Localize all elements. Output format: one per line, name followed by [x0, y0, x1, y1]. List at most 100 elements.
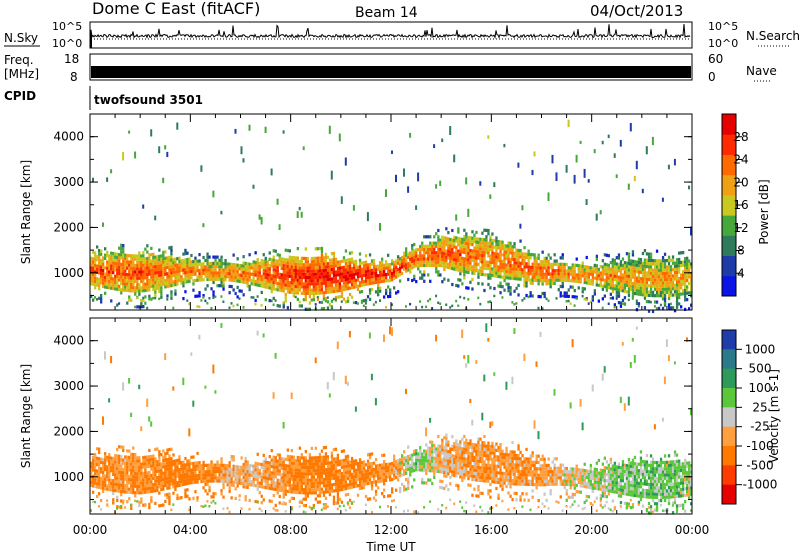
heatmap-cell — [358, 271, 362, 275]
heatmap-cell — [188, 260, 191, 264]
heatmap-cell — [188, 465, 191, 469]
heatmap-cell — [298, 285, 301, 289]
heatmap-cell — [316, 484, 320, 488]
heatmap-cell — [204, 271, 207, 275]
heatmap-cell — [633, 272, 637, 276]
heatmap-cell — [300, 263, 303, 267]
heatmap-cell — [224, 259, 227, 263]
heatmap-cell — [98, 450, 101, 454]
heatmap-cell — [206, 479, 209, 483]
heatmap-cell — [150, 272, 153, 276]
heatmap-cell — [678, 267, 681, 271]
heatmap-cell — [240, 264, 243, 268]
heatmap-cell — [686, 291, 689, 295]
heatmap-cell — [120, 455, 123, 459]
heatmap-cell — [224, 463, 227, 468]
heatmap-cell — [675, 261, 679, 265]
heatmap-cell — [324, 268, 328, 272]
heatmap-cell — [481, 282, 484, 286]
heatmap-cell — [282, 495, 285, 499]
heatmap-cell — [680, 286, 683, 290]
heatmap-cell — [200, 165, 203, 172]
heatmap-cell — [342, 275, 346, 279]
heatmap-cell — [184, 252, 187, 256]
heatmap-cell — [322, 281, 326, 285]
heatmap-cell — [272, 507, 275, 510]
heatmap-cell — [437, 257, 440, 261]
heatmap-cell — [326, 483, 330, 487]
heatmap-cell — [447, 237, 450, 241]
heatmap-cell — [629, 268, 633, 272]
heatmap-cell — [210, 473, 213, 477]
heatmap-cell — [118, 278, 121, 282]
heatmap-cell — [533, 259, 536, 263]
heatmap-cell — [397, 267, 400, 272]
heatmap-cell — [653, 271, 657, 275]
heatmap-cell — [322, 291, 326, 295]
heatmap-cell — [102, 265, 105, 270]
heatmap-cell — [637, 302, 641, 306]
heatmap-cell — [194, 278, 197, 283]
heatmap-cell — [288, 284, 291, 288]
heatmap-cell — [515, 274, 518, 278]
heatmap-cell — [116, 255, 119, 259]
heatmap-cell — [667, 306, 671, 310]
heatmap-cell — [272, 284, 275, 288]
heatmap-cell — [190, 481, 193, 485]
heatmap-cell — [499, 259, 502, 263]
heatmap-cell — [318, 278, 322, 282]
heatmap-cell — [575, 154, 578, 163]
heatmap-cell — [240, 276, 243, 281]
heatmap-cell — [557, 269, 560, 273]
heatmap-cell — [517, 277, 520, 281]
heatmap-cell — [433, 251, 436, 255]
heatmap-cell — [98, 252, 101, 256]
heatmap-cell — [286, 268, 289, 272]
heatmap-cell — [639, 289, 643, 293]
heatmap-cell — [298, 491, 301, 495]
heatmap-cell — [607, 279, 610, 283]
heatmap-cell — [300, 500, 303, 504]
heatmap-cell — [174, 289, 177, 293]
heatmap-cell — [336, 286, 340, 290]
heatmap-cell — [282, 257, 285, 261]
heatmap-cell — [146, 269, 149, 273]
heatmap-cell — [190, 474, 193, 478]
heatmap-cell — [603, 272, 606, 276]
heatmap-cell — [108, 475, 111, 479]
heatmap-cell — [515, 258, 518, 262]
heatmap-cell — [290, 468, 293, 472]
heatmap-cell — [661, 275, 665, 279]
heatmap-cell — [569, 266, 572, 270]
heatmap-cell — [495, 258, 498, 262]
heatmap-cell — [92, 269, 95, 274]
heatmap-cell — [423, 254, 426, 258]
heatmap-cell — [182, 297, 185, 301]
heatmap-cell — [637, 292, 641, 296]
heatmap-cell — [120, 246, 123, 251]
heatmap-cell — [457, 304, 460, 307]
heatmap-cell — [168, 486, 171, 490]
heatmap-cell — [294, 259, 297, 263]
heatmap-cell — [276, 462, 279, 466]
heatmap-cell — [166, 493, 169, 497]
heatmap-cell — [270, 480, 273, 484]
heatmap-cell — [453, 242, 456, 246]
heatmap-cell — [356, 302, 359, 305]
heatmap-cell — [176, 279, 179, 283]
heatmap-cell — [665, 278, 669, 282]
heatmap-cell — [248, 473, 251, 477]
heatmap-cell — [649, 265, 653, 269]
heatmap-cell — [350, 482, 354, 486]
heatmap-cell — [184, 482, 187, 486]
heatmap-cell — [260, 478, 263, 482]
heatmap-cell — [336, 341, 339, 350]
heatmap-cell — [615, 256, 618, 260]
heatmap-cell — [274, 465, 277, 469]
heatmap-cell — [595, 283, 598, 287]
heatmap-cell — [190, 477, 193, 482]
heatmap-cell — [541, 282, 544, 286]
heatmap-cell — [152, 467, 155, 471]
heatmap-cell — [423, 248, 426, 252]
